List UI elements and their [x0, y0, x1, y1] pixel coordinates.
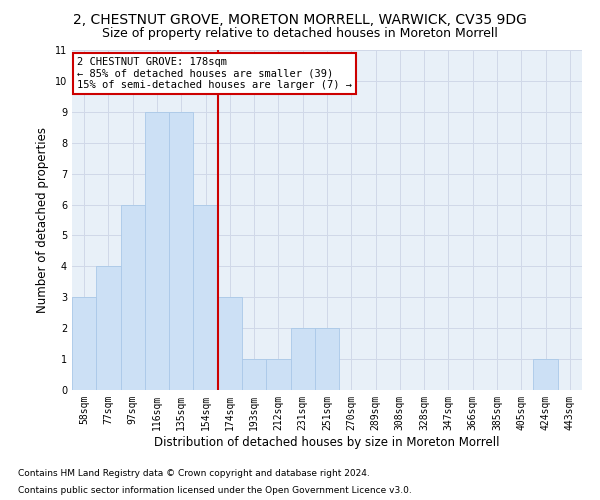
Text: 2 CHESTNUT GROVE: 178sqm
← 85% of detached houses are smaller (39)
15% of semi-d: 2 CHESTNUT GROVE: 178sqm ← 85% of detach…: [77, 57, 352, 90]
Bar: [266, 359, 290, 390]
Bar: [121, 204, 145, 390]
Bar: [533, 359, 558, 390]
Bar: [193, 204, 218, 390]
Bar: [315, 328, 339, 390]
Text: Contains public sector information licensed under the Open Government Licence v3: Contains public sector information licen…: [18, 486, 412, 495]
Bar: [96, 266, 121, 390]
Y-axis label: Number of detached properties: Number of detached properties: [37, 127, 49, 313]
Text: Size of property relative to detached houses in Moreton Morrell: Size of property relative to detached ho…: [102, 28, 498, 40]
Bar: [145, 112, 169, 390]
X-axis label: Distribution of detached houses by size in Moreton Morrell: Distribution of detached houses by size …: [154, 436, 500, 448]
Bar: [72, 298, 96, 390]
Bar: [290, 328, 315, 390]
Bar: [218, 298, 242, 390]
Text: 2, CHESTNUT GROVE, MORETON MORRELL, WARWICK, CV35 9DG: 2, CHESTNUT GROVE, MORETON MORRELL, WARW…: [73, 12, 527, 26]
Bar: [242, 359, 266, 390]
Text: Contains HM Land Registry data © Crown copyright and database right 2024.: Contains HM Land Registry data © Crown c…: [18, 468, 370, 477]
Bar: [169, 112, 193, 390]
